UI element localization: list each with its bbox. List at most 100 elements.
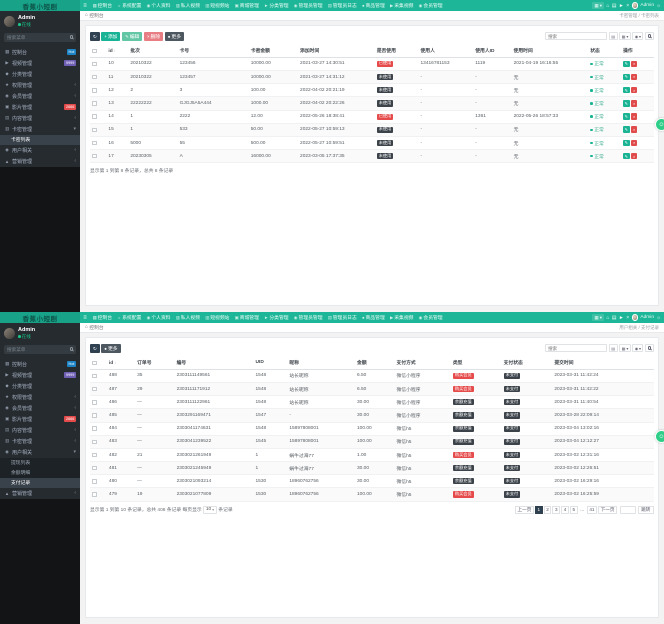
row-edit-button[interactable]: ✎ bbox=[623, 139, 630, 147]
support-float-button[interactable]: ☺ bbox=[655, 430, 664, 443]
add-button[interactable]: + 添加 bbox=[101, 32, 121, 41]
row-checkbox[interactable] bbox=[92, 439, 97, 445]
row-edit-button[interactable]: ✎ bbox=[623, 152, 630, 160]
sidebar-subitem[interactable]: 提现列表 bbox=[11, 461, 31, 467]
avatar[interactable] bbox=[631, 2, 639, 9]
nav-item[interactable]: ▶ 采集视频 bbox=[387, 2, 416, 10]
nav-item[interactable]: ► 分类管理 bbox=[262, 314, 292, 321]
row-edit-button[interactable]: ✎ bbox=[623, 60, 630, 67]
settings-icon[interactable]: ☼ bbox=[656, 2, 661, 9]
sidebar-item[interactable]: ▣ 影片管理 2666 bbox=[0, 102, 80, 113]
export-dropdown-button[interactable]: ◉ ▾ bbox=[632, 32, 644, 40]
nav-item[interactable]: ▥ 短视频站 bbox=[203, 2, 232, 10]
search-icon[interactable] bbox=[69, 347, 73, 351]
nav-item[interactable]: ▤ 管理员日志 bbox=[325, 314, 359, 322]
page-item[interactable]: 41 bbox=[586, 505, 598, 515]
send-icon[interactable]: ► bbox=[618, 314, 624, 321]
refresh-button[interactable]: ↻ bbox=[90, 344, 100, 353]
page-item[interactable]: 3 bbox=[552, 505, 561, 515]
nav-item[interactable]: ▥ 私人视频 bbox=[173, 314, 202, 322]
sidebar-item[interactable]: ★ 权限管理 ‹ bbox=[0, 80, 80, 91]
row-delete-button[interactable]: × bbox=[630, 73, 638, 81]
nav-item[interactable]: ▣ 商城管理 bbox=[232, 2, 261, 10]
row-delete-button[interactable]: × bbox=[630, 113, 638, 120]
page-item[interactable]: 4 bbox=[561, 505, 569, 515]
nav-item[interactable]: ◉ 个人资料 bbox=[144, 314, 173, 322]
table-search-input[interactable] bbox=[545, 344, 608, 352]
sort-icon[interactable]: ↕ bbox=[114, 359, 117, 365]
sidebar-search-input[interactable] bbox=[7, 34, 70, 40]
export-dropdown-button[interactable]: ◉ ▾ bbox=[632, 344, 644, 352]
sidebar-search-input[interactable] bbox=[7, 346, 70, 352]
nav-item[interactable]: ● 商品管理 bbox=[359, 2, 387, 9]
file-icon[interactable]: ▤ bbox=[611, 314, 617, 321]
nav-item[interactable]: ◉ 个人资料 bbox=[144, 2, 173, 10]
view-button[interactable]: ▤ bbox=[608, 344, 618, 352]
settings-icon[interactable]: ☼ bbox=[656, 314, 661, 321]
row-checkbox[interactable] bbox=[92, 413, 97, 418]
row-delete-button[interactable]: × bbox=[630, 86, 638, 94]
home-icon[interactable]: ⌂ bbox=[606, 2, 610, 9]
sidebar-item[interactable]: ◉ 会员管理 ‹ bbox=[0, 403, 80, 414]
select-all-checkbox[interactable] bbox=[92, 360, 97, 366]
page-item[interactable]: 2 bbox=[543, 505, 552, 515]
row-checkbox[interactable] bbox=[92, 492, 97, 497]
search-button[interactable] bbox=[645, 32, 654, 40]
row-edit-button[interactable]: ✎ bbox=[623, 100, 630, 107]
more-button[interactable]: ● 更多 bbox=[101, 344, 121, 353]
sidebar-item[interactable]: ◉ 用户相关 ▾ bbox=[0, 447, 80, 458]
row-checkbox[interactable] bbox=[92, 465, 97, 471]
row-delete-button[interactable]: × bbox=[630, 152, 638, 160]
menu-toggle-icon[interactable]: ≡ bbox=[83, 2, 87, 9]
nav-item[interactable]: ◉ 会员管理 bbox=[416, 314, 445, 322]
refresh-button[interactable]: ↻ bbox=[90, 32, 100, 41]
sidebar-subitem[interactable]: 支付记录 bbox=[0, 477, 80, 488]
app-switcher-dropdown[interactable]: ▦ ▾ bbox=[592, 313, 604, 322]
nav-item[interactable]: ☼ 系统配置 bbox=[115, 2, 144, 9]
sidebar-subitem[interactable]: 卡密列表 bbox=[0, 134, 80, 145]
search-button[interactable] bbox=[645, 344, 654, 352]
sidebar-item[interactable]: ▶ 视频管理 9999 bbox=[0, 58, 80, 69]
menu-toggle-icon[interactable]: ≡ bbox=[83, 314, 87, 321]
nav-item[interactable]: ▶ 采集视频 bbox=[387, 314, 416, 322]
sidebar-item[interactable]: ★ 权限管理 ‹ bbox=[0, 392, 80, 403]
row-edit-button[interactable]: ✎ bbox=[623, 86, 630, 94]
nav-item[interactable]: ◉ 管理员管理 bbox=[291, 2, 325, 10]
nav-item[interactable]: ▤ 管理员日志 bbox=[325, 2, 359, 10]
avatar[interactable] bbox=[631, 314, 639, 321]
sidebar-item[interactable]: ▤ 内容管理 ‹ bbox=[0, 113, 80, 124]
sidebar-item[interactable]: ▲ 营销管理 ‹ bbox=[0, 488, 80, 499]
sidebar-item[interactable]: ◉ 会员管理 ‹ bbox=[0, 91, 80, 102]
row-delete-button[interactable]: × bbox=[630, 126, 638, 133]
sidebar-item[interactable]: ◉ 用户相关 ‹ bbox=[0, 145, 80, 156]
sidebar-subitem[interactable]: 余额明细 bbox=[11, 471, 31, 477]
row-checkbox[interactable] bbox=[92, 61, 97, 67]
home-icon[interactable]: ⌂ bbox=[606, 314, 610, 321]
row-checkbox[interactable] bbox=[92, 140, 97, 146]
row-delete-button[interactable]: × bbox=[630, 60, 638, 67]
sort-icon[interactable]: ↕ bbox=[113, 47, 116, 53]
close-icon[interactable]: × bbox=[626, 2, 630, 9]
send-icon[interactable]: ► bbox=[618, 2, 624, 9]
nav-item[interactable]: ► 分类管理 bbox=[262, 2, 292, 9]
nav-item[interactable]: ☼ 系统配置 bbox=[115, 314, 144, 321]
columns-dropdown-button[interactable]: ▦ ▾ bbox=[619, 32, 631, 40]
nav-item[interactable]: ◉ 会员管理 bbox=[416, 2, 445, 10]
nav-item[interactable]: ▥ 私人视频 bbox=[173, 2, 202, 10]
sidebar-item[interactable]: ▥ 卡密管理 ▾ bbox=[0, 124, 80, 135]
page-jump-button[interactable]: 跳转 bbox=[637, 505, 654, 515]
row-checkbox[interactable] bbox=[92, 400, 97, 405]
table-search-input[interactable] bbox=[545, 32, 608, 40]
nav-item[interactable]: ● 商品管理 bbox=[359, 314, 387, 321]
row-checkbox[interactable] bbox=[92, 386, 97, 392]
row-checkbox[interactable] bbox=[92, 153, 97, 159]
view-button[interactable]: ▤ bbox=[608, 32, 618, 40]
sidebar-item[interactable]: ◆ 分类管理 bbox=[0, 69, 80, 80]
sidebar-item[interactable]: ▥ 卡密管理 ‹ bbox=[0, 436, 80, 447]
navbar-username[interactable]: Admin bbox=[640, 315, 655, 320]
close-icon[interactable]: × bbox=[626, 314, 630, 321]
sidebar-item[interactable]: ◆ 分类管理 bbox=[0, 381, 80, 392]
row-edit-button[interactable]: ✎ bbox=[623, 113, 630, 120]
row-checkbox[interactable] bbox=[92, 479, 97, 484]
row-checkbox[interactable] bbox=[92, 74, 97, 80]
